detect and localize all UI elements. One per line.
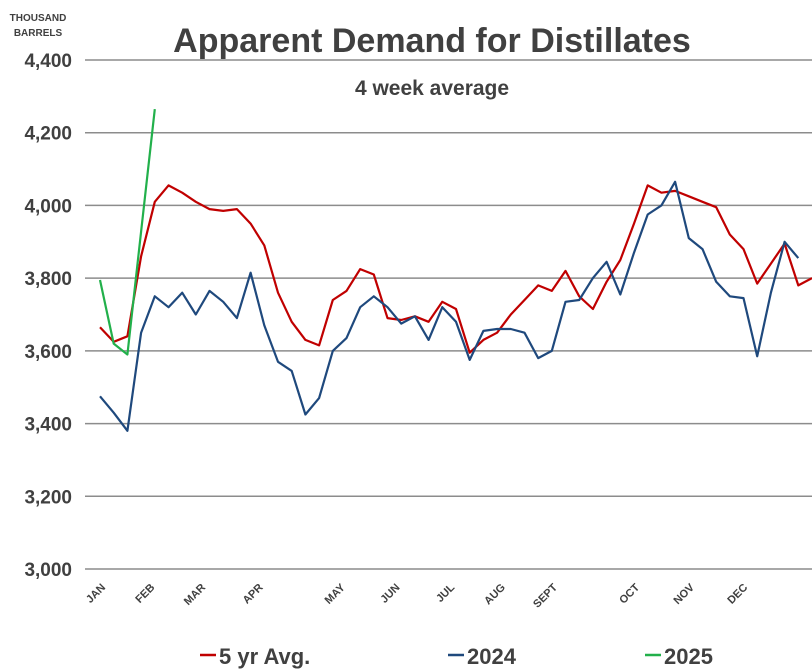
y-tick-label: 4,400 bbox=[24, 51, 72, 72]
x-tick-label: JUN bbox=[378, 582, 402, 606]
y-tick-label: 3,000 bbox=[24, 560, 72, 581]
y-tick-label: 3,800 bbox=[24, 269, 72, 290]
y-axis-label: BARRELS bbox=[14, 28, 63, 39]
series-line bbox=[98, 108, 156, 356]
x-tick-label: FEB bbox=[133, 582, 157, 606]
series-line bbox=[99, 180, 800, 432]
chart-title: Apparent Demand for Distillates bbox=[173, 22, 691, 60]
y-tick-label: 3,400 bbox=[24, 415, 72, 436]
x-tick-label: DEC bbox=[725, 582, 750, 607]
chart-subtitle: 4 week average bbox=[355, 77, 509, 100]
y-tick-label: 4,200 bbox=[24, 124, 72, 145]
y-axis-label: THOUSAND bbox=[10, 13, 67, 24]
y-tick-label: 3,200 bbox=[24, 487, 72, 508]
series-line bbox=[99, 184, 812, 354]
legend-label: 2025 bbox=[664, 644, 713, 669]
legend-label: 2024 bbox=[467, 644, 517, 669]
y-tick-label: 4,000 bbox=[24, 196, 72, 217]
x-tick-label: MAR bbox=[182, 582, 208, 608]
x-tick-label: SEPT bbox=[531, 581, 560, 610]
y-tick-label: 3,600 bbox=[24, 342, 72, 363]
x-tick-label: NOV bbox=[672, 581, 698, 607]
x-tick-label: APR bbox=[241, 582, 266, 607]
x-tick-label: AUG bbox=[482, 582, 508, 608]
x-tick-label: MAY bbox=[323, 581, 349, 607]
x-tick-label: JUL bbox=[434, 581, 457, 604]
legend-label: 5 yr Avg. bbox=[219, 644, 310, 669]
x-tick-label: OCT bbox=[617, 581, 642, 606]
x-tick-label: JAN bbox=[84, 582, 108, 606]
